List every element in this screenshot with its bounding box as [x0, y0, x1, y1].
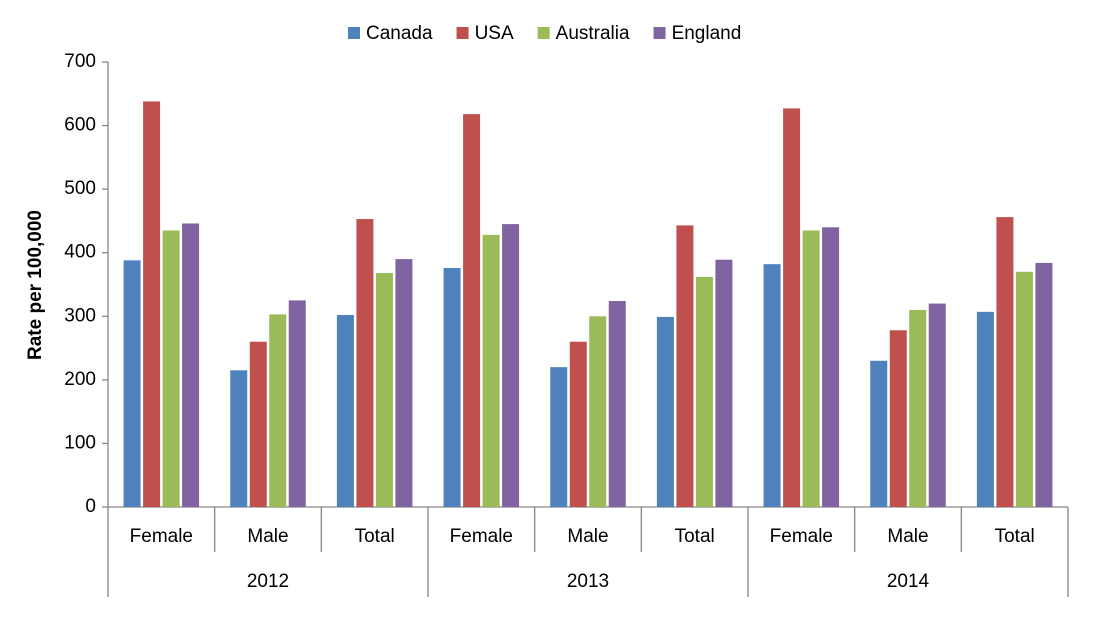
bar: [336, 315, 354, 507]
bar: [783, 108, 801, 508]
bar: [443, 267, 461, 507]
x-tick-label: Total: [675, 526, 715, 547]
legend-label: USA: [475, 23, 514, 44]
bar: [1015, 271, 1033, 507]
bar: [889, 330, 907, 507]
bar: [695, 276, 713, 507]
bar: [589, 316, 607, 507]
y-tick-label: 200: [64, 369, 96, 390]
bar: [608, 301, 626, 507]
bar: [123, 260, 141, 507]
bar: [676, 225, 694, 507]
bar: [656, 316, 674, 507]
x-tick-label: Total: [355, 526, 395, 547]
bar: [269, 314, 287, 507]
x-tick-label: Female: [130, 526, 193, 547]
x-tick-label: Male: [567, 526, 608, 547]
bar: [569, 341, 587, 507]
bar: [143, 101, 161, 508]
x-tick-label: Female: [770, 526, 833, 547]
bar: [375, 273, 393, 507]
bar: [909, 309, 927, 507]
y-tick-label: 600: [64, 115, 96, 136]
bar: [1035, 262, 1053, 507]
bar: [288, 300, 306, 507]
y-tick-label: 700: [64, 51, 96, 72]
x-tick-label: Female: [450, 526, 513, 547]
bar: [996, 217, 1014, 507]
legend-swatch: [537, 27, 550, 39]
x-tick-label: Male: [247, 526, 288, 547]
bar: [230, 370, 248, 507]
bar: [870, 360, 888, 507]
y-tick-label: 0: [85, 496, 96, 517]
bar: [550, 367, 568, 507]
y-tick-label: 400: [64, 242, 96, 263]
bar: [482, 234, 500, 507]
bar: [763, 264, 781, 507]
bar: [715, 259, 733, 507]
bar: [822, 227, 840, 508]
legend-label: England: [672, 23, 742, 44]
x-tick-label: Male: [887, 526, 928, 547]
y-tick-label: 300: [64, 305, 96, 326]
bar: [162, 230, 180, 507]
legend-swatch: [456, 27, 469, 39]
legend-label: Australia: [556, 23, 630, 44]
bar: [249, 341, 267, 507]
bar: [395, 259, 413, 507]
bar: [463, 114, 481, 507]
bar: [802, 230, 820, 507]
x-tick-label: Total: [995, 526, 1035, 547]
group-label: 2012: [247, 571, 289, 592]
y-tick-label: 500: [64, 178, 96, 199]
bar: [928, 303, 946, 507]
bar: [356, 219, 374, 507]
bar: [182, 223, 200, 507]
legend-swatch: [653, 27, 666, 39]
legend-label: Canada: [366, 23, 433, 44]
bar: [502, 224, 520, 507]
group-label: 2014: [887, 571, 930, 592]
bar: [976, 311, 994, 507]
y-axis-label: Rate per 100,000: [25, 210, 46, 360]
y-tick-label: 100: [64, 432, 96, 453]
legend-swatch: [348, 27, 360, 39]
group-label: 2013: [567, 571, 609, 592]
